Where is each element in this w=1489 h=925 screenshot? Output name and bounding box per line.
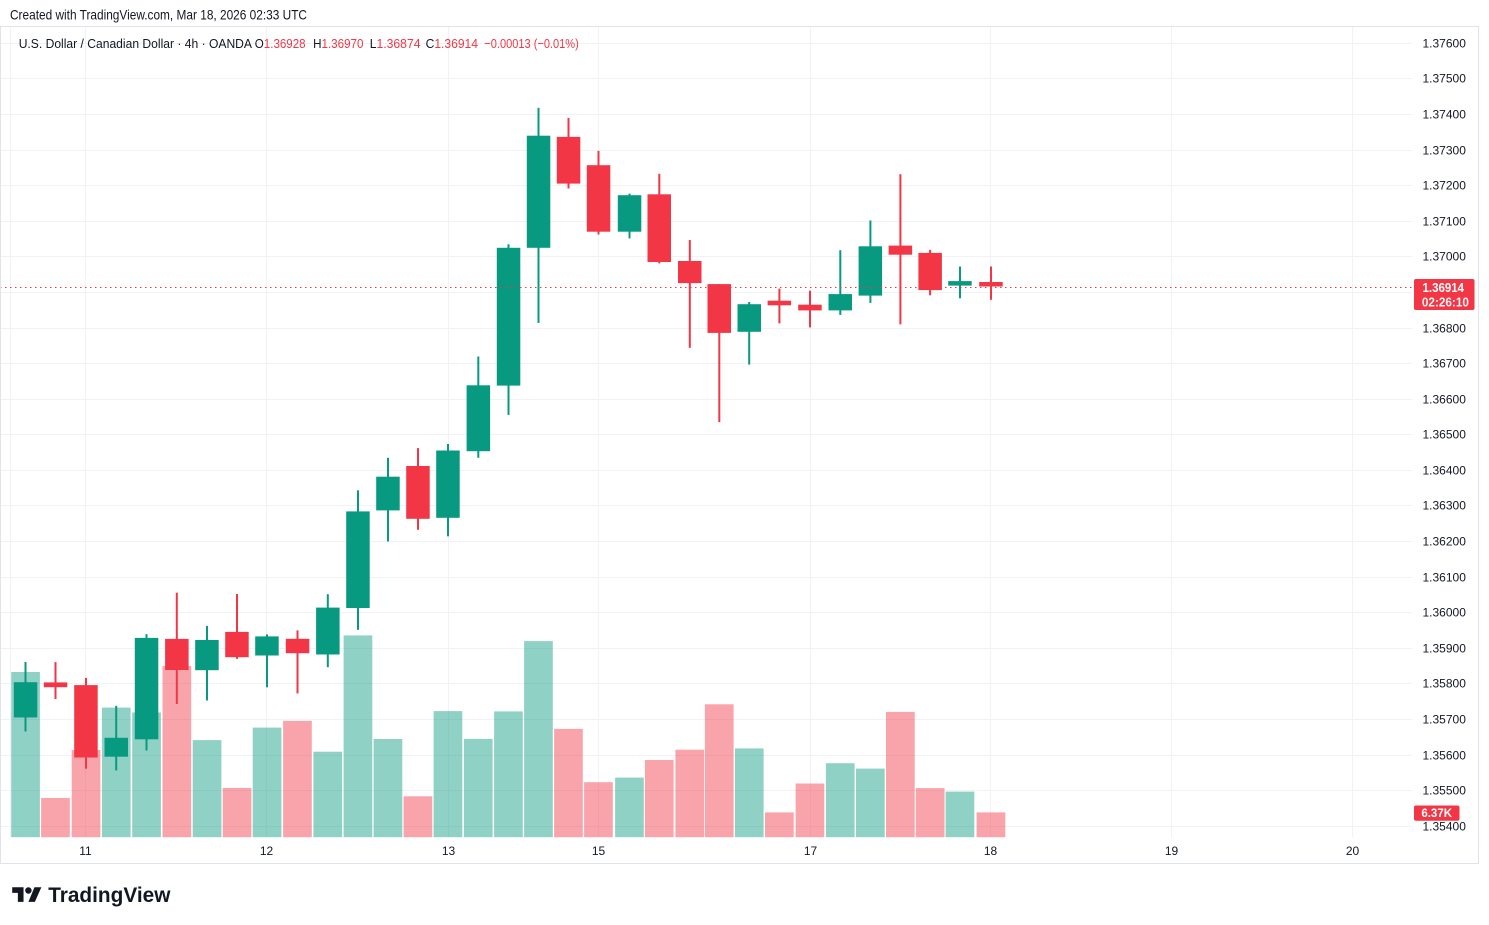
svg-text:H1.36970: H1.36970 bbox=[313, 36, 363, 51]
svg-text:12: 12 bbox=[260, 844, 274, 858]
svg-text:1.37600: 1.37600 bbox=[1423, 37, 1467, 51]
svg-text:Created with TradingView.com,: Created with TradingView.com, Mar 18, 20… bbox=[10, 7, 307, 23]
svg-text:−0.00013 (−0.01%): −0.00013 (−0.01%) bbox=[484, 36, 579, 51]
svg-text:1.36200: 1.36200 bbox=[1423, 535, 1467, 549]
svg-text:1.35900: 1.35900 bbox=[1423, 642, 1467, 656]
svg-text:1.36800: 1.36800 bbox=[1423, 322, 1467, 336]
svg-text:1.37400: 1.37400 bbox=[1423, 108, 1467, 122]
svg-text:1.35700: 1.35700 bbox=[1423, 713, 1467, 727]
svg-text:19: 19 bbox=[1165, 844, 1179, 858]
svg-text:1.36300: 1.36300 bbox=[1423, 499, 1467, 513]
svg-text:1.36100: 1.36100 bbox=[1423, 571, 1467, 585]
svg-text:1.36914: 1.36914 bbox=[1423, 281, 1465, 295]
svg-text:1.37500: 1.37500 bbox=[1423, 72, 1467, 86]
svg-text:18: 18 bbox=[984, 844, 998, 858]
svg-text:1.36600: 1.36600 bbox=[1423, 393, 1467, 407]
svg-text:02:26:10: 02:26:10 bbox=[1422, 295, 1469, 309]
svg-text:11: 11 bbox=[79, 844, 92, 858]
svg-text:6.37K: 6.37K bbox=[1421, 808, 1452, 820]
svg-text:L1.36874: L1.36874 bbox=[370, 36, 421, 51]
svg-text:1.35600: 1.35600 bbox=[1423, 749, 1467, 763]
svg-text:1.35400: 1.35400 bbox=[1423, 820, 1467, 834]
svg-text:20: 20 bbox=[1346, 844, 1360, 858]
svg-text:1.37300: 1.37300 bbox=[1423, 144, 1467, 158]
svg-text:1.36000: 1.36000 bbox=[1423, 606, 1467, 620]
svg-text:1.37200: 1.37200 bbox=[1423, 179, 1467, 193]
svg-text:O1.36928: O1.36928 bbox=[255, 36, 306, 51]
svg-text:1.35500: 1.35500 bbox=[1423, 784, 1467, 798]
svg-text:1.37000: 1.37000 bbox=[1423, 250, 1467, 264]
svg-text:C1.36914: C1.36914 bbox=[426, 36, 478, 51]
svg-text:13: 13 bbox=[442, 844, 456, 858]
svg-text:1.36500: 1.36500 bbox=[1423, 428, 1467, 442]
svg-text:1.37100: 1.37100 bbox=[1423, 215, 1467, 229]
svg-text:1.36400: 1.36400 bbox=[1423, 464, 1467, 478]
svg-text:TradingView: TradingView bbox=[48, 884, 171, 907]
svg-text:1.35800: 1.35800 bbox=[1423, 677, 1467, 691]
svg-text:1.36700: 1.36700 bbox=[1423, 357, 1467, 371]
svg-text:U.S. Dollar / Canadian Dollar: U.S. Dollar / Canadian Dollar · 4h · OAN… bbox=[19, 36, 253, 51]
svg-text:15: 15 bbox=[592, 844, 606, 858]
svg-text:17: 17 bbox=[804, 844, 818, 858]
